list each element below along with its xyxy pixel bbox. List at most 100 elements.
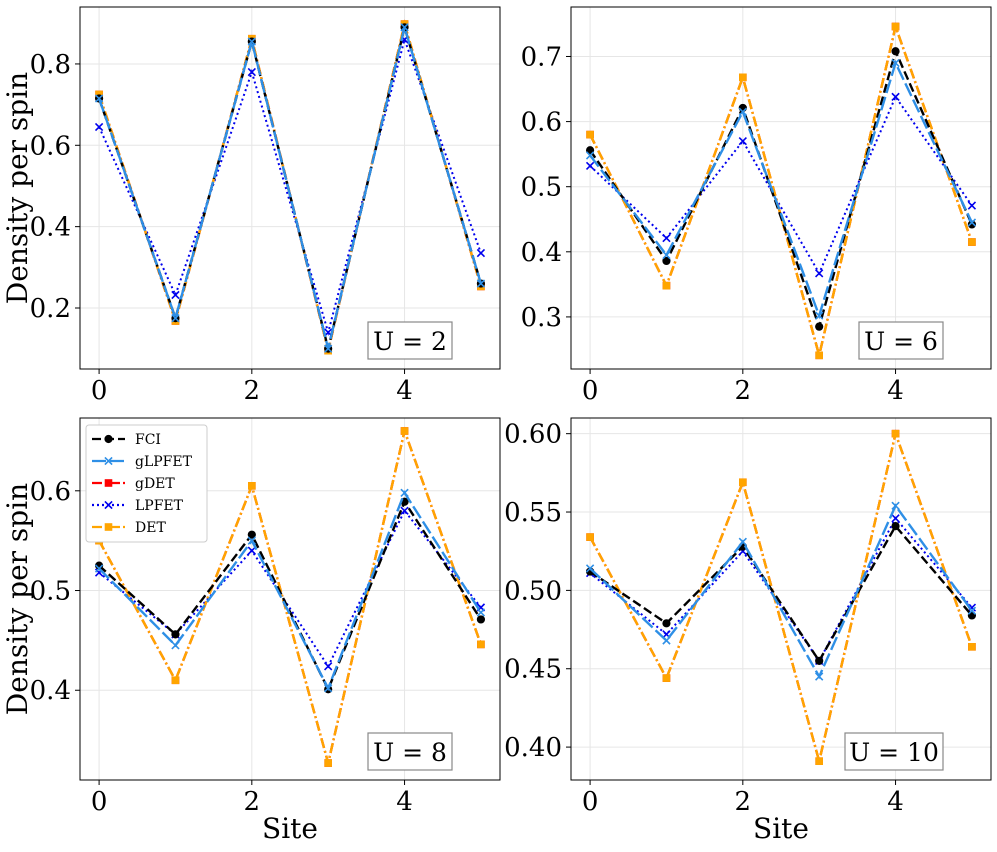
- legend-swatch-marker: [104, 500, 113, 510]
- point-det-1: [662, 281, 671, 290]
- u-annotation-box: [367, 732, 453, 771]
- point-lpfet-5-b: [967, 603, 977, 612]
- point-glpfet-1: [171, 313, 180, 323]
- point-lpfet-1: [171, 290, 180, 300]
- point-glpfet-3: [815, 672, 824, 681]
- point-det-1: [662, 674, 671, 682]
- y-tick-label: 0.50: [504, 576, 562, 606]
- point-lpfet-4-b: [891, 514, 900, 523]
- legend: FCI gLPFET gDET LPFET DET: [85, 424, 208, 543]
- point-lpfet-2-b: [247, 67, 256, 77]
- point-lpfet-5: [967, 201, 977, 210]
- x-tick-label: 0: [582, 376, 599, 406]
- series-glpfet: [94, 488, 486, 693]
- point-glpfet-1: [171, 641, 180, 650]
- legend-label: FCI: [135, 432, 161, 448]
- point-fci-1: [662, 619, 671, 628]
- legend-swatch-marker: [104, 456, 113, 466]
- point-fci-1: [662, 256, 671, 266]
- u-annotation-box: [844, 732, 944, 771]
- point-fci-2: [247, 530, 256, 539]
- series-line-lpfet: [98, 36, 482, 337]
- u-annotation: U = 10: [844, 732, 944, 771]
- legend-entry-det: DET: [92, 520, 166, 536]
- legend-swatch-marker: [104, 523, 113, 531]
- point-lpfet-5-b: [476, 248, 486, 258]
- legend-label: DET: [135, 520, 166, 536]
- point-glpfet-0-b: [94, 564, 104, 573]
- point-glpfet-2-b: [738, 107, 747, 116]
- u-annotation: U = 6: [858, 321, 944, 360]
- legend-swatch-marker: [104, 479, 113, 487]
- point-lpfet-3: [815, 269, 824, 278]
- panel-2: 0 2 4 0.3 0.4 0.5 0.6 0.7 U = 6: [521, 6, 992, 406]
- series-line-glpfet: [589, 59, 973, 320]
- series-line-gdet: [589, 22, 974, 356]
- panel-4: 0 2 4 0.40 0.45 0.50 0.55 0.60 Site U = 10: [504, 417, 992, 845]
- axes-frame: [79, 6, 501, 370]
- series-fci: [585, 47, 977, 331]
- point-fci-5: [476, 615, 486, 624]
- point-glpfet-5-b: [476, 608, 486, 617]
- point-det-0: [586, 533, 594, 541]
- y-tick-label: 0.4: [521, 238, 562, 268]
- point-lpfet-2-b: [247, 546, 256, 555]
- y-tick-label: 0.3: [521, 303, 562, 333]
- point-glpfet-0: [94, 94, 104, 103]
- series-group: [585, 429, 977, 765]
- point-glpfet-0: [585, 564, 595, 573]
- point-glpfet-4-b: [400, 23, 409, 32]
- y-tick-label: 0.7: [521, 42, 562, 72]
- point-det-2: [739, 73, 747, 82]
- series-line-det: [589, 22, 974, 356]
- point-lpfet-1-b: [662, 233, 671, 243]
- y-axis-label: Density per spin: [1, 72, 34, 304]
- point-lpfet-4-b: [891, 92, 900, 102]
- point-lpfet-3-b: [324, 662, 333, 671]
- point-lpfet-0: [585, 161, 595, 171]
- point-fci-4: [891, 522, 900, 531]
- series-glpfet: [585, 58, 977, 320]
- y-tick-label: 0.6: [521, 108, 562, 138]
- series-fci: [585, 522, 977, 666]
- u-annotation-label: U = 6: [864, 327, 938, 356]
- series-glpfet: [94, 22, 486, 353]
- series-fci: [94, 22, 486, 353]
- point-fci-3: [815, 656, 824, 666]
- series-group: [94, 19, 486, 355]
- y-tick-label: 0.45: [504, 655, 562, 685]
- point-fci-3: [815, 322, 824, 331]
- series-line-det: [589, 429, 974, 762]
- series-line-gdet: [97, 19, 483, 351]
- series-det: [95, 19, 485, 355]
- point-glpfet-4-b: [400, 488, 409, 497]
- x-tick-label: 0: [91, 376, 108, 406]
- point-glpfet-1-b: [662, 250, 671, 260]
- point-lpfet-5: [967, 603, 977, 612]
- legend-swatch-marker: [104, 434, 113, 444]
- point-glpfet-3-b: [324, 684, 333, 693]
- point-glpfet-5: [476, 279, 486, 288]
- series-line-det: [97, 19, 483, 351]
- x-tick-label: 4: [887, 787, 904, 817]
- point-glpfet-2: [738, 537, 747, 546]
- y-tick-label: 0.8: [30, 50, 71, 80]
- x-tick-label: 4: [396, 376, 413, 406]
- point-glpfet-2-b: [247, 37, 256, 46]
- y-tick-label: 0.4: [30, 676, 71, 706]
- u-annotation-label: U = 2: [373, 327, 447, 356]
- point-lpfet-2: [738, 136, 747, 146]
- legend-entry-gdet: gDET: [92, 476, 175, 492]
- point-fci-2: [738, 103, 747, 113]
- u-annotation-label: U = 10: [849, 738, 939, 767]
- point-glpfet-5-b: [967, 218, 977, 227]
- legend-swatch-marker-b: [104, 500, 113, 510]
- point-lpfet-1: [662, 233, 671, 243]
- u-annotation-box: [367, 321, 453, 360]
- legend-label: LPFET: [135, 498, 184, 514]
- grid: [571, 418, 991, 780]
- point-glpfet-3-b: [324, 344, 333, 353]
- point-glpfet-3: [324, 344, 333, 353]
- point-glpfet-2: [247, 536, 256, 545]
- y-tick-label: 0.4: [30, 213, 71, 243]
